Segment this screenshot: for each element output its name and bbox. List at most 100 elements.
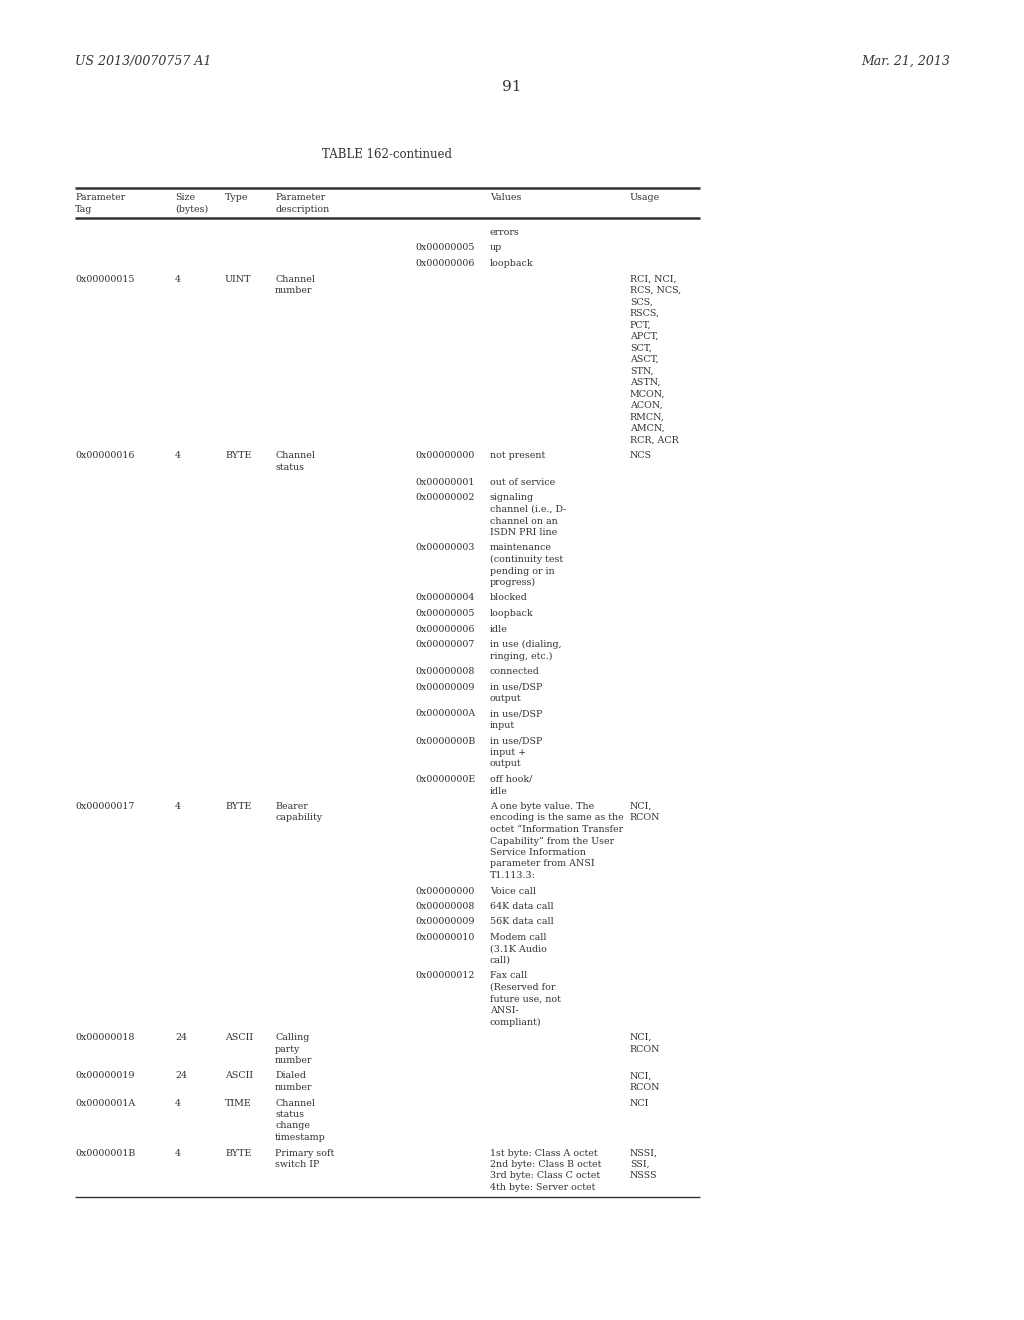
Text: Values: Values — [490, 193, 521, 202]
Text: encoding is the same as the: encoding is the same as the — [490, 813, 624, 822]
Text: octet “Information Transfer: octet “Information Transfer — [490, 825, 624, 834]
Text: BYTE: BYTE — [225, 451, 251, 459]
Text: Voice call: Voice call — [490, 887, 536, 895]
Text: parameter from ANSI: parameter from ANSI — [490, 859, 595, 869]
Text: switch IP: switch IP — [275, 1160, 319, 1170]
Text: Calling: Calling — [275, 1034, 309, 1041]
Text: in use (dialing,: in use (dialing, — [490, 640, 561, 649]
Text: NCI,: NCI, — [630, 803, 652, 810]
Text: connected: connected — [490, 667, 540, 676]
Text: (continuity test: (continuity test — [490, 554, 563, 564]
Text: SSI,: SSI, — [630, 1160, 649, 1170]
Text: (bytes): (bytes) — [175, 205, 208, 214]
Text: PCT,: PCT, — [630, 321, 651, 330]
Text: 0x00000009: 0x00000009 — [415, 917, 474, 927]
Text: ANSI-: ANSI- — [490, 1006, 519, 1015]
Text: progress): progress) — [490, 578, 537, 587]
Text: BYTE: BYTE — [225, 1148, 251, 1158]
Text: Bearer: Bearer — [275, 803, 308, 810]
Text: number: number — [275, 286, 312, 294]
Text: TABLE 162-continued: TABLE 162-continued — [322, 148, 452, 161]
Text: RCON: RCON — [630, 813, 660, 822]
Text: Parameter: Parameter — [275, 193, 326, 202]
Text: description: description — [275, 205, 330, 214]
Text: (Reserved for: (Reserved for — [490, 983, 555, 993]
Text: 4: 4 — [175, 275, 181, 284]
Text: 56K data call: 56K data call — [490, 917, 554, 927]
Text: output: output — [490, 759, 521, 768]
Text: A one byte value. The: A one byte value. The — [490, 803, 594, 810]
Text: ASTN,: ASTN, — [630, 378, 660, 387]
Text: 0x00000019: 0x00000019 — [75, 1072, 134, 1081]
Text: in use/DSP: in use/DSP — [490, 682, 543, 692]
Text: Channel: Channel — [275, 451, 315, 459]
Text: ASCT,: ASCT, — [630, 355, 658, 364]
Text: 0x00000005: 0x00000005 — [415, 609, 474, 618]
Text: 0x00000016: 0x00000016 — [75, 451, 134, 459]
Text: capability: capability — [275, 813, 323, 822]
Text: blocked: blocked — [490, 594, 528, 602]
Text: pending or in: pending or in — [490, 566, 555, 576]
Text: 4: 4 — [175, 1098, 181, 1107]
Text: call): call) — [490, 956, 511, 965]
Text: Mar. 21, 2013: Mar. 21, 2013 — [861, 55, 950, 69]
Text: in use/DSP: in use/DSP — [490, 737, 543, 746]
Text: NCI,: NCI, — [630, 1072, 652, 1081]
Text: 0x00000010: 0x00000010 — [415, 933, 474, 942]
Text: 0x0000000B: 0x0000000B — [415, 737, 475, 746]
Text: 0x0000000E: 0x0000000E — [415, 775, 475, 784]
Text: Channel: Channel — [275, 1098, 315, 1107]
Text: 4: 4 — [175, 803, 181, 810]
Text: 2nd byte: Class B octet: 2nd byte: Class B octet — [490, 1160, 601, 1170]
Text: Parameter: Parameter — [75, 193, 125, 202]
Text: NCI,: NCI, — [630, 1034, 652, 1041]
Text: NCI: NCI — [630, 1098, 649, 1107]
Text: RCI, NCI,: RCI, NCI, — [630, 275, 677, 284]
Text: T1.113.3:: T1.113.3: — [490, 871, 536, 880]
Text: 24: 24 — [175, 1034, 187, 1041]
Text: AMCN,: AMCN, — [630, 424, 665, 433]
Text: ISDN PRI line: ISDN PRI line — [490, 528, 557, 537]
Text: APCT,: APCT, — [630, 333, 658, 341]
Text: 4: 4 — [175, 1148, 181, 1158]
Text: 0x00000001: 0x00000001 — [415, 478, 474, 487]
Text: signaling: signaling — [490, 494, 535, 503]
Text: 0x00000008: 0x00000008 — [415, 902, 474, 911]
Text: compliant): compliant) — [490, 1018, 542, 1027]
Text: Primary soft: Primary soft — [275, 1148, 334, 1158]
Text: channel (i.e., D-: channel (i.e., D- — [490, 506, 566, 513]
Text: 0x0000001B: 0x0000001B — [75, 1148, 135, 1158]
Text: 1st byte: Class A octet: 1st byte: Class A octet — [490, 1148, 598, 1158]
Text: loopback: loopback — [490, 259, 534, 268]
Text: STN,: STN, — [630, 367, 653, 375]
Text: 0x0000001A: 0x0000001A — [75, 1098, 135, 1107]
Text: ASCII: ASCII — [225, 1034, 253, 1041]
Text: 0x00000017: 0x00000017 — [75, 803, 134, 810]
Text: 0x00000005: 0x00000005 — [415, 243, 474, 252]
Text: status: status — [275, 1110, 304, 1119]
Text: 0x00000012: 0x00000012 — [415, 972, 474, 981]
Text: channel on an: channel on an — [490, 516, 558, 525]
Text: up: up — [490, 243, 502, 252]
Text: change: change — [275, 1122, 310, 1130]
Text: RCON: RCON — [630, 1082, 660, 1092]
Text: SCS,: SCS, — [630, 297, 653, 306]
Text: Service Information: Service Information — [490, 847, 586, 857]
Text: NSSI,: NSSI, — [630, 1148, 658, 1158]
Text: output: output — [490, 694, 521, 704]
Text: Size: Size — [175, 193, 196, 202]
Text: Modem call: Modem call — [490, 933, 547, 942]
Text: 0x00000008: 0x00000008 — [415, 667, 474, 676]
Text: Usage: Usage — [630, 193, 660, 202]
Text: 0x00000003: 0x00000003 — [415, 544, 474, 553]
Text: Type: Type — [225, 193, 249, 202]
Text: Channel: Channel — [275, 275, 315, 284]
Text: number: number — [275, 1082, 312, 1092]
Text: idle: idle — [490, 787, 508, 796]
Text: TIME: TIME — [225, 1098, 252, 1107]
Text: BYTE: BYTE — [225, 803, 251, 810]
Text: RCR, ACR: RCR, ACR — [630, 436, 679, 445]
Text: 0x00000009: 0x00000009 — [415, 682, 474, 692]
Text: 24: 24 — [175, 1072, 187, 1081]
Text: party: party — [275, 1044, 300, 1053]
